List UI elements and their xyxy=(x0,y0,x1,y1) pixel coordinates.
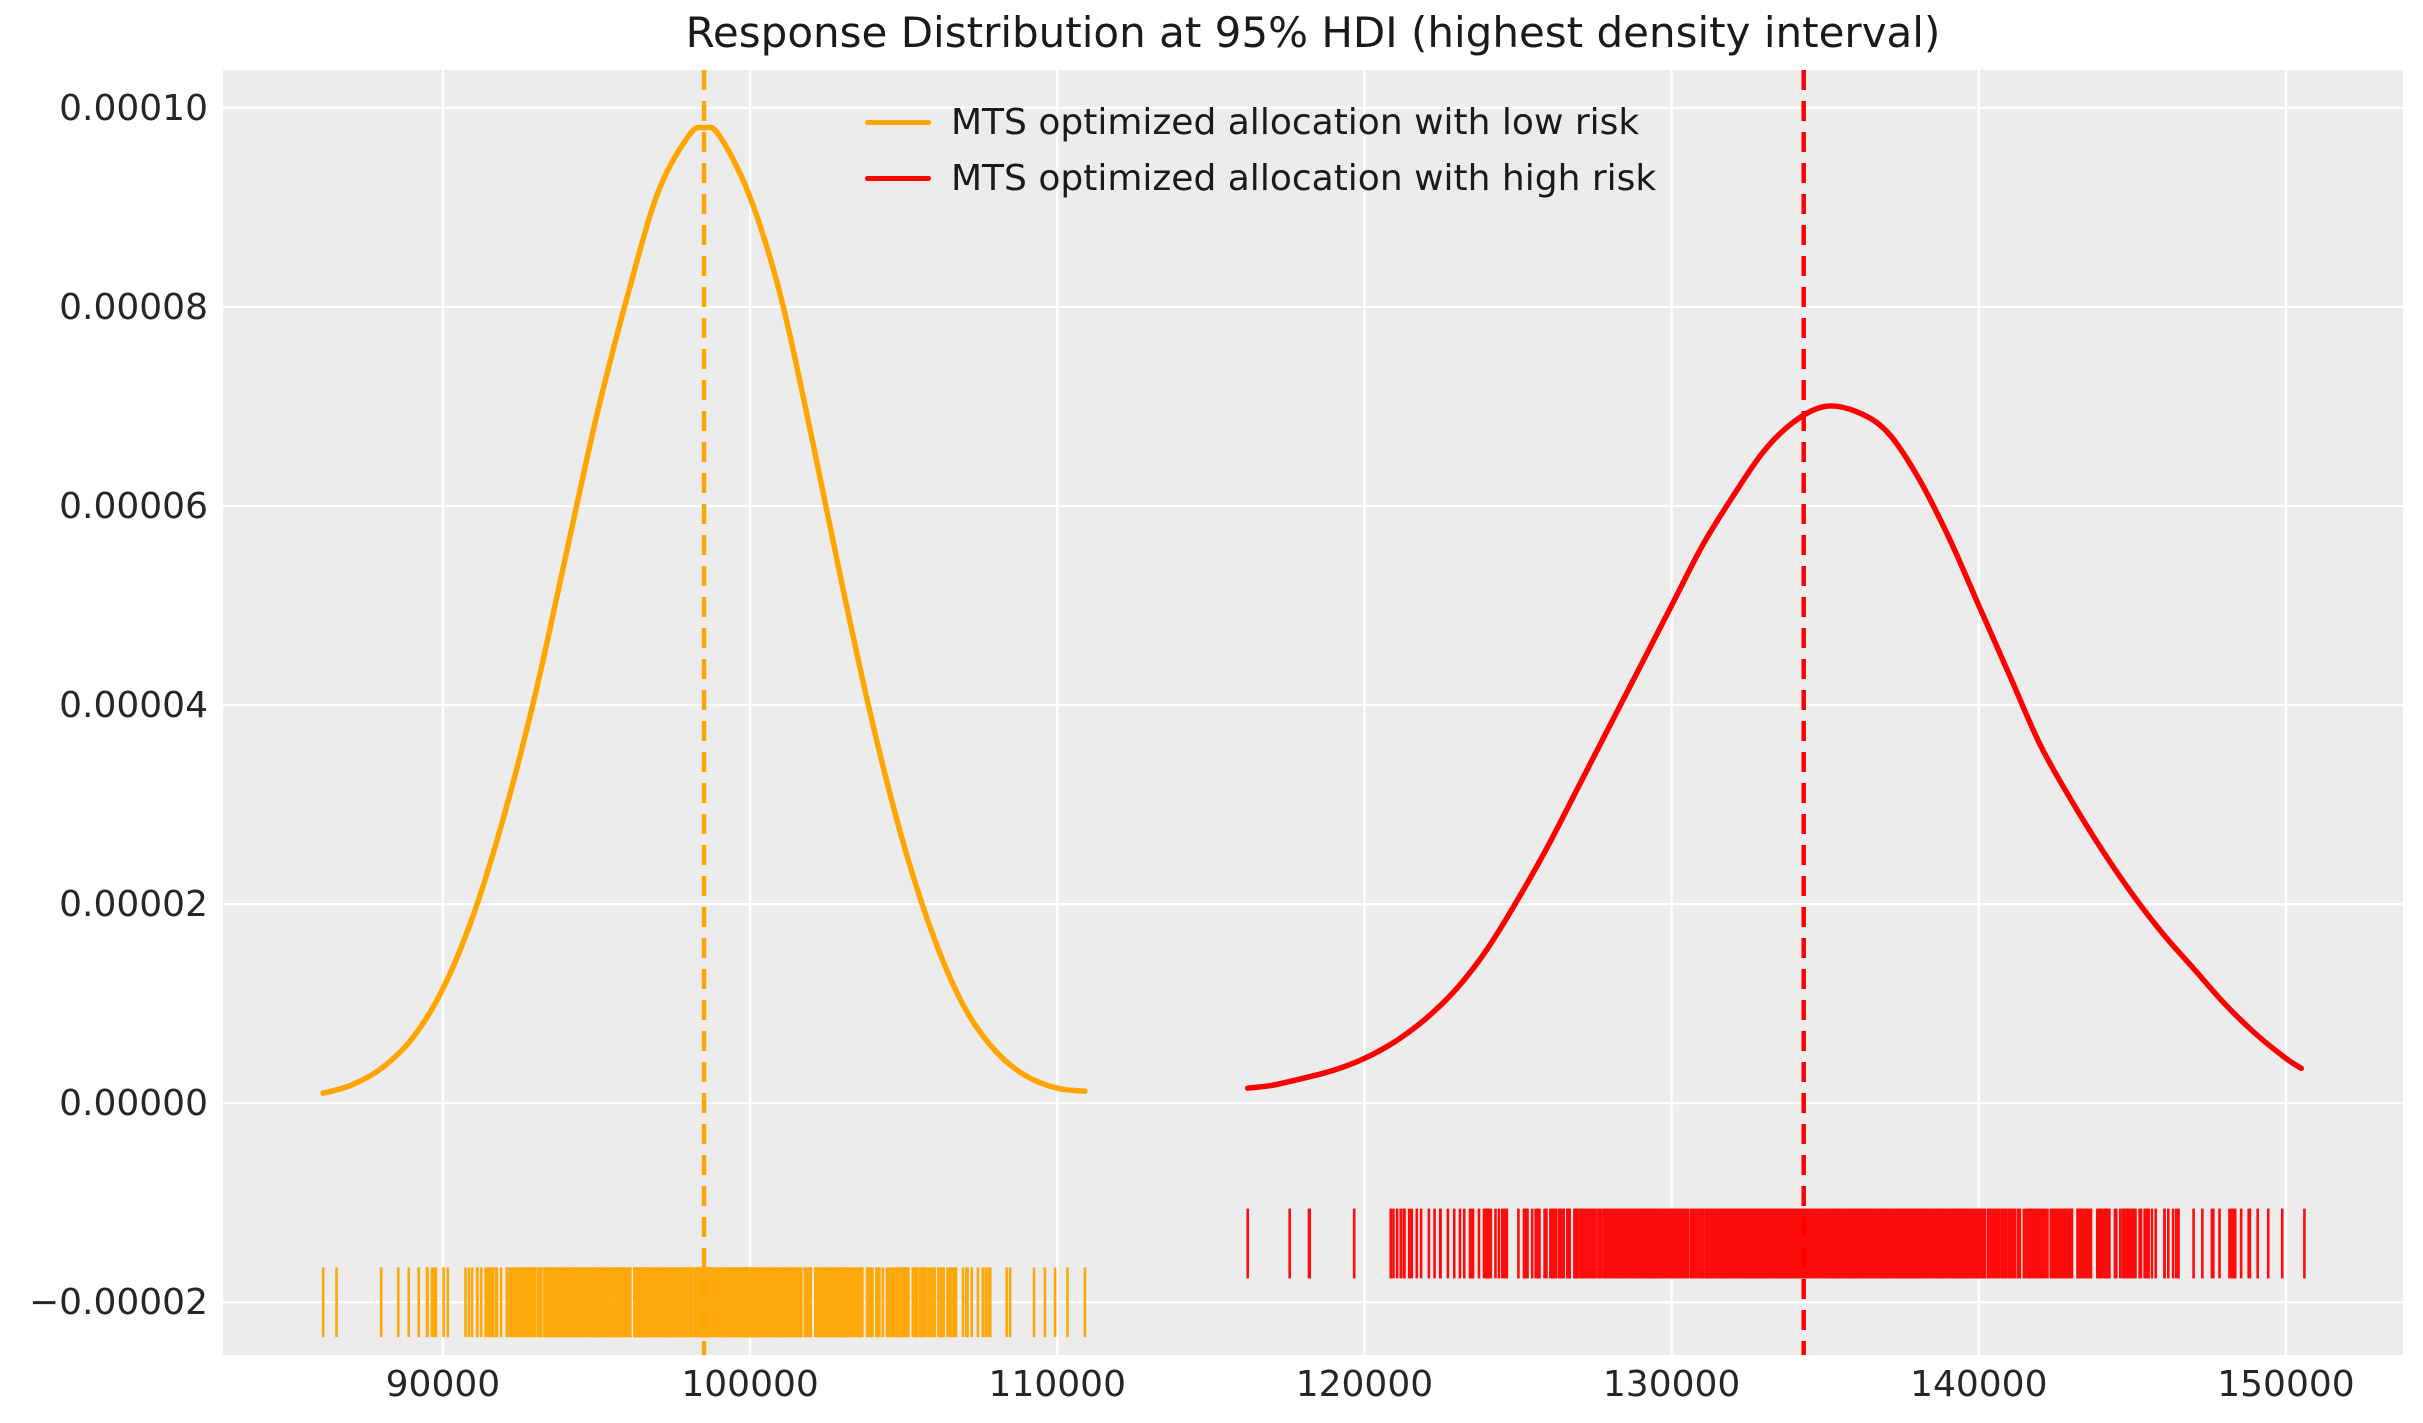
legend-line-swatch-red xyxy=(865,175,931,181)
chart-title: Response Distribution at 95% HDI (highes… xyxy=(685,8,1941,57)
kde-curve-high-risk xyxy=(1244,403,2305,1091)
legend-label-high-risk: MTS optimized allocation with high risk xyxy=(951,157,1657,199)
x-tick-label: 100000 xyxy=(681,1364,818,1405)
y-tick-label: 0.00000 xyxy=(59,1083,208,1124)
x-tick-label: 140000 xyxy=(1910,1364,2047,1405)
x-tick-label: 110000 xyxy=(989,1364,1126,1405)
legend-label-low-risk: MTS optimized allocation with low risk xyxy=(951,101,1640,143)
legend: MTS optimized allocation with low risk M… xyxy=(865,94,1656,206)
y-tick-label: 0.00010 xyxy=(59,88,208,129)
y-tick-label: 0.00008 xyxy=(59,287,208,328)
plot-area xyxy=(223,70,2403,1355)
y-tick-label: −0.00002 xyxy=(29,1282,208,1323)
x-tick-label: 130000 xyxy=(1603,1364,1740,1405)
gridlines xyxy=(223,70,2403,1355)
rug-low-risk xyxy=(321,1267,1087,1338)
rug-high-risk xyxy=(1246,1208,2306,1279)
x-tick-labels: 90000 100000 110000 120000 130000 140000 15000… xyxy=(386,1364,2355,1405)
y-tick-label: 0.00004 xyxy=(59,685,208,726)
y-tick-label: 0.00006 xyxy=(59,486,208,527)
legend-line-swatch-orange xyxy=(865,119,931,125)
legend-item-low-risk: MTS optimized allocation with low risk xyxy=(865,94,1656,150)
kde-curve-low-risk xyxy=(320,124,1088,1096)
x-tick-label: 150000 xyxy=(2217,1364,2354,1405)
legend-item-high-risk: MTS optimized allocation with high risk xyxy=(865,150,1656,206)
y-tick-labels: −0.00002 0.00000 0.00002 0.00004 0.00006 0.00… xyxy=(29,88,208,1323)
y-tick-label: 0.00002 xyxy=(59,884,208,925)
x-tick-label: 90000 xyxy=(386,1364,501,1405)
x-tick-label: 120000 xyxy=(1296,1364,1433,1405)
